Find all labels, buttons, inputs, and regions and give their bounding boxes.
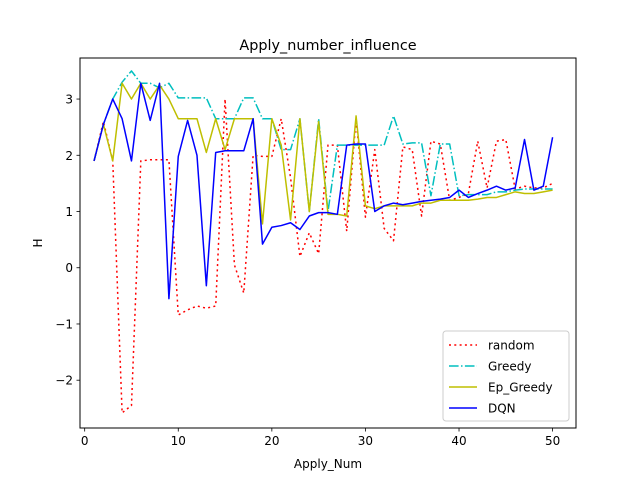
x-axis-label: Apply_Num (294, 457, 362, 471)
x-tick-label: 50 (545, 434, 560, 448)
legend-label-ep-greedy: Ep_Greedy (488, 381, 553, 395)
y-axis-ticks: −2 −1 0 1 2 3 (55, 93, 80, 388)
chart-title: Apply_number_influence (239, 38, 416, 54)
legend: random Greedy Ep_Greedy DQN (442, 330, 570, 422)
legend-label-dqn: DQN (488, 402, 516, 416)
series-line-greedy (93, 70, 553, 213)
x-tick-label: 40 (451, 434, 466, 448)
y-tick-label: 0 (65, 261, 73, 275)
y-tick-label: −2 (55, 374, 73, 388)
series-line-dqn (93, 82, 554, 300)
y-tick-label: 2 (65, 149, 73, 163)
y-axis-label: H (31, 238, 45, 247)
plot-frame (79, 57, 577, 429)
y-tick-label: 1 (65, 205, 73, 219)
legend-label-greedy: Greedy (488, 360, 531, 374)
y-tick-label: 3 (65, 93, 73, 107)
legend-label-random: random (488, 339, 535, 353)
legend-box (442, 330, 570, 422)
series-line-random (93, 98, 553, 414)
plot-lines (93, 70, 554, 414)
series-line-ep-greedy (93, 82, 553, 225)
y-tick-label: −1 (55, 317, 73, 331)
x-tick-label: 10 (171, 434, 186, 448)
x-tick-label: 0 (81, 434, 89, 448)
x-axis-ticks: 0 10 20 30 40 50 (81, 428, 560, 448)
x-tick-label: 30 (358, 434, 373, 448)
x-tick-label: 20 (264, 434, 279, 448)
